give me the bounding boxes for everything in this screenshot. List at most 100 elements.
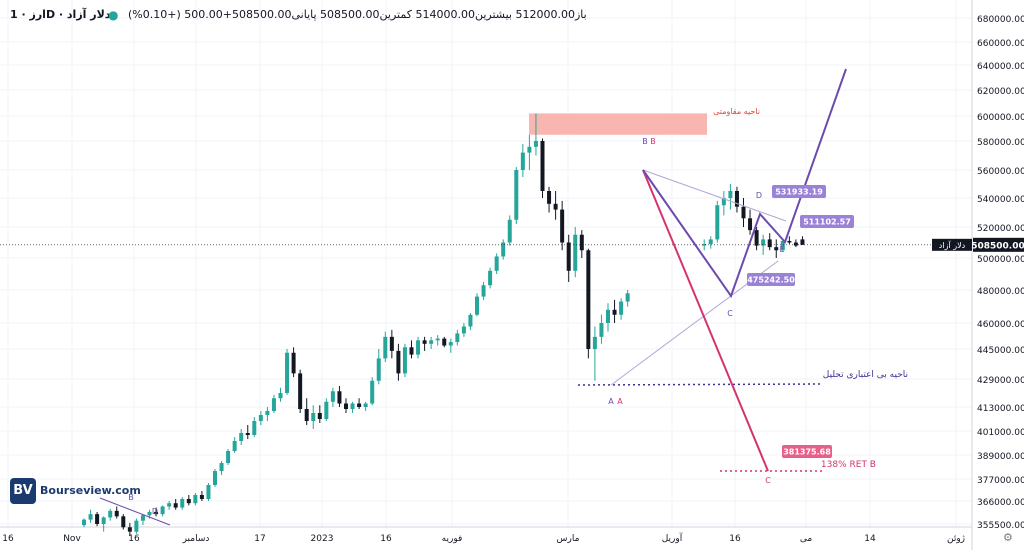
candle-body: [553, 203, 558, 210]
price-tick-label: 580000.00: [977, 138, 1024, 148]
candle-body: [475, 296, 479, 315]
price-tick-label: 520000.00: [977, 224, 1024, 234]
ohlc-readout: باز512000.00 بیشترین514000.00 کمترین5085…: [128, 8, 587, 21]
candle-body: [154, 511, 159, 515]
candle-body: [780, 240, 785, 251]
candle-body: [363, 403, 368, 407]
price-tag-label: 381375.68: [783, 448, 831, 457]
candle-body: [715, 205, 720, 240]
candle-body: [533, 141, 538, 147]
candle-body: [252, 421, 257, 435]
candle-body: [494, 256, 499, 271]
price-tick-label: 480000.00: [977, 287, 1024, 297]
candle-body: [507, 219, 512, 243]
candle-body: [213, 471, 217, 485]
candle-body: [586, 250, 591, 349]
candle-body: [409, 347, 414, 355]
candle-body: [592, 336, 597, 349]
candle-body: [160, 506, 165, 515]
candle-body: [560, 209, 565, 243]
candle-body: [344, 403, 348, 409]
last-price-tag: [973, 237, 1024, 252]
candle-body: [721, 198, 726, 206]
time-tick-label: Nov: [63, 534, 81, 544]
candle-body: [108, 510, 113, 518]
price-tick-label: 413000.00: [977, 404, 1024, 414]
last-price-name: دلار آزاد: [939, 240, 966, 250]
candle-body: [767, 239, 772, 248]
price-tick-label: 377000.00: [977, 476, 1024, 486]
settings-gear-icon[interactable]: ⚙: [1003, 531, 1013, 544]
candle-body: [606, 309, 610, 323]
candle-body: [298, 373, 303, 409]
candle-body: [774, 247, 779, 251]
candle-body: [95, 514, 100, 524]
candle-body: [416, 340, 421, 355]
candle-body: [114, 510, 119, 517]
candle-body: [173, 503, 178, 508]
candle-body: [520, 152, 525, 170]
wave-c-projection-line: [642, 169, 769, 472]
time-tick-label: 16: [380, 534, 392, 544]
time-tick-label: 14: [864, 534, 876, 544]
resistance-zone: [529, 113, 707, 135]
wave-path-purple: [642, 68, 847, 299]
invalidation-line: [577, 383, 823, 386]
candle-body: [754, 230, 759, 246]
candle-body: [389, 336, 394, 351]
candle-body: [728, 191, 733, 198]
time-tick-label: 16: [729, 534, 741, 544]
candle-body: [612, 309, 617, 315]
candle-body: [383, 336, 388, 359]
candle-body: [82, 519, 86, 526]
candle-body: [167, 503, 172, 507]
candle-body: [448, 342, 453, 346]
resistance-zone-label: ناحیه مقاومتی: [713, 107, 760, 116]
candle-body: [140, 515, 145, 521]
price-tick-label: 429000.00: [977, 376, 1024, 386]
price-tag-label: 511102.57: [803, 218, 851, 227]
price-tag: [782, 445, 832, 458]
wave-label: D: [152, 507, 158, 516]
wave-label: D: [756, 191, 762, 200]
price-tick-label: 540000.00: [977, 195, 1024, 205]
candle-body: [402, 347, 407, 374]
wave-label: A: [608, 397, 614, 406]
candle-body: [514, 170, 519, 220]
ret-label: 138% RET B: [821, 460, 876, 470]
candle-body: [357, 403, 362, 407]
candle-body: [748, 218, 753, 231]
candle-body: [793, 242, 798, 246]
price-tick-label: 366000.00: [977, 498, 1024, 508]
price-tick-label: 401000.00: [977, 428, 1024, 438]
candle-body: [566, 242, 571, 271]
candle-body: [468, 314, 473, 327]
time-tick-label: دسامبر: [182, 534, 210, 544]
candle-body: [285, 352, 290, 393]
candle-body: [787, 240, 792, 243]
market-open-dot-icon: ●: [108, 8, 119, 22]
candle-body: [271, 398, 276, 411]
candle-body: [488, 270, 493, 286]
candle-body: [206, 485, 211, 499]
candle-body: [88, 514, 93, 520]
wave-label: E: [779, 245, 784, 254]
symbol-title[interactable]: ارز · 1D · دلار آزاد: [10, 8, 111, 21]
candle-body: [540, 141, 545, 191]
price-tick-label: 389000.00: [977, 452, 1024, 462]
candle-body: [337, 391, 342, 404]
candle-body: [147, 511, 152, 516]
candle-body: [245, 433, 250, 435]
price-tick-label: 460000.00: [977, 320, 1024, 330]
candle-body: [429, 340, 434, 344]
price-tick-label: 620000.00: [977, 87, 1024, 97]
candle-body: [370, 380, 375, 404]
candle-body: [501, 242, 506, 257]
candle-body: [396, 350, 401, 374]
price-tag-label: 531933.19: [775, 188, 823, 197]
price-tick-label: 660000.00: [977, 39, 1024, 49]
price-tag: [747, 273, 795, 286]
invalidation-label: ناحیه بی اعتباری تحلیل: [823, 370, 908, 380]
candle-body: [625, 293, 630, 302]
